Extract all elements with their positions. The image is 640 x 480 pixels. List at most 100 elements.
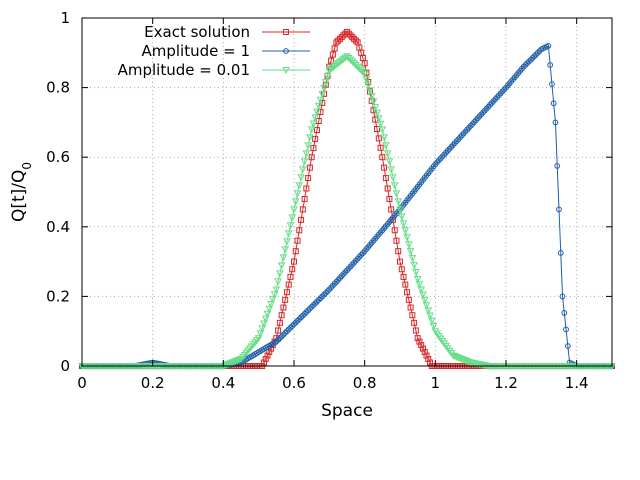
- series-marker: [383, 150, 392, 158]
- series-marker: [413, 276, 422, 284]
- series-marker: [418, 342, 425, 349]
- series-marker: [550, 100, 557, 107]
- series-marker: [359, 68, 367, 76]
- series-marker: [556, 206, 562, 213]
- series-marker: [298, 216, 305, 223]
- series-marker: [308, 154, 315, 161]
- x-tick-label: 0.4: [211, 374, 235, 392]
- series-marker: [377, 144, 384, 151]
- series-marker: [424, 307, 433, 315]
- series-marker: [304, 142, 312, 150]
- series-marker: [338, 34, 345, 41]
- series-marker: [407, 304, 414, 311]
- series-marker: [336, 35, 343, 42]
- x-tick-label: 0.2: [141, 374, 165, 392]
- series-marker: [319, 293, 326, 300]
- series-marker: [379, 154, 386, 161]
- y-tick-label: 0: [60, 357, 70, 375]
- series-marker: [287, 273, 294, 280]
- series-marker: [306, 134, 314, 142]
- series-marker: [561, 310, 568, 316]
- series-marker: [425, 356, 432, 363]
- legend-marker: [282, 67, 290, 75]
- series-marker: [373, 109, 381, 117]
- series-marker: [416, 338, 423, 345]
- series-marker: [283, 289, 290, 296]
- series-marker: [288, 214, 297, 222]
- series-marker: [303, 185, 310, 192]
- series-marker: [276, 319, 283, 326]
- series-marker: [312, 300, 319, 307]
- series-marker: [321, 291, 327, 298]
- series-marker: [279, 254, 288, 262]
- series-marker: [282, 296, 289, 303]
- series-marker: [374, 115, 383, 123]
- series-marker: [258, 325, 267, 333]
- series-marker: [295, 182, 304, 190]
- series-marker: [289, 266, 296, 273]
- series-marker: [266, 349, 273, 356]
- series-marker: [273, 338, 280, 345]
- series-2: [78, 53, 616, 371]
- series-marker: [300, 158, 309, 166]
- series-marker: [412, 269, 420, 277]
- series-marker: [400, 273, 407, 280]
- series-marker: [331, 45, 338, 52]
- series-marker: [305, 307, 312, 314]
- series-marker: [420, 296, 429, 304]
- series-marker: [345, 30, 352, 37]
- series-marker: [310, 302, 317, 309]
- series-marker: [344, 55, 353, 63]
- series-marker: [275, 337, 282, 343]
- series-marker: [294, 237, 301, 244]
- series-marker: [533, 51, 539, 58]
- series-marker: [286, 222, 295, 230]
- series-marker: [386, 195, 393, 202]
- x-tick-label: 0.8: [353, 374, 377, 392]
- series-marker: [298, 314, 304, 321]
- series-marker: [270, 291, 279, 299]
- series-marker: [531, 53, 538, 60]
- series-marker: [366, 87, 374, 95]
- series-marker: [321, 79, 330, 87]
- series-marker: [421, 349, 428, 356]
- series-marker: [344, 28, 350, 35]
- series-marker: [385, 158, 394, 166]
- x-tick-label: 1: [431, 374, 441, 392]
- series-marker: [303, 309, 310, 315]
- series-marker: [352, 37, 359, 44]
- series-marker: [390, 182, 399, 190]
- series-marker: [392, 190, 401, 198]
- series-marker: [224, 360, 233, 368]
- series-marker: [324, 288, 331, 295]
- legend-marker: [283, 48, 289, 54]
- series-marker: [276, 270, 284, 278]
- series-marker: [427, 317, 436, 325]
- series-line: [82, 31, 612, 367]
- series-marker: [302, 150, 311, 158]
- series-marker: [285, 281, 292, 288]
- series-marker: [289, 323, 296, 329]
- series-marker: [526, 58, 532, 65]
- series-marker: [317, 295, 324, 302]
- series-marker: [404, 289, 411, 296]
- series-marker: [261, 315, 270, 323]
- series-marker: [278, 333, 285, 340]
- series-marker: [409, 312, 416, 319]
- series-marker: [314, 298, 320, 305]
- series-marker: [362, 76, 371, 84]
- series-marker: [280, 304, 287, 311]
- series-marker: [369, 98, 378, 106]
- series-marker: [282, 330, 289, 336]
- series-marker: [297, 174, 305, 182]
- series-marker: [335, 37, 342, 44]
- series-marker: [307, 305, 313, 312]
- series-marker: [313, 127, 320, 134]
- series-marker: [284, 328, 290, 335]
- series-marker: [320, 84, 328, 92]
- series-marker: [260, 320, 268, 328]
- series-marker: [412, 327, 419, 334]
- series-marker: [291, 198, 300, 206]
- series-marker: [274, 278, 282, 286]
- series-marker: [309, 120, 318, 128]
